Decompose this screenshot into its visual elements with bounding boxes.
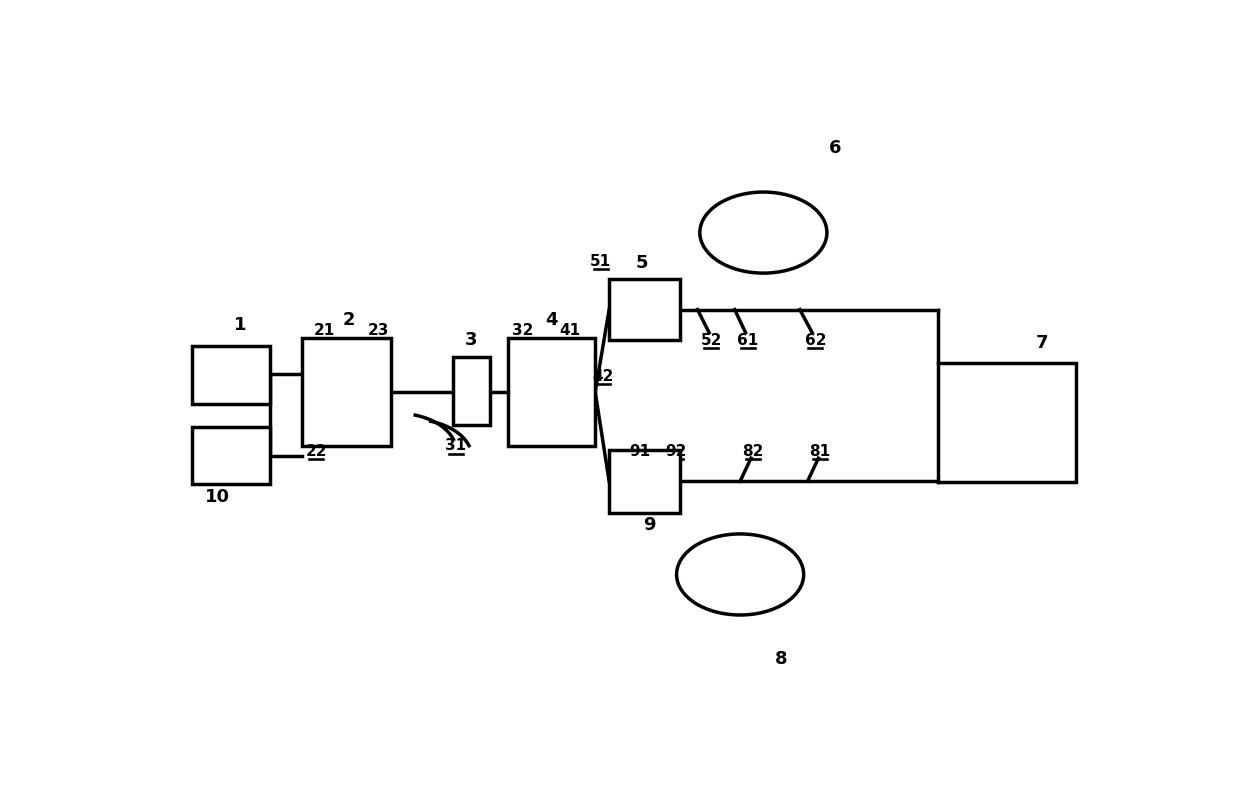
Text: 32: 32 — [512, 323, 533, 338]
Bar — [609, 279, 681, 341]
Text: 7: 7 — [1037, 334, 1049, 353]
Text: 21: 21 — [314, 323, 335, 338]
Text: 3: 3 — [465, 331, 477, 349]
Circle shape — [699, 192, 827, 273]
Text: 82: 82 — [743, 443, 764, 458]
Text: 1: 1 — [234, 316, 247, 334]
Text: 2: 2 — [342, 311, 355, 330]
Text: 81: 81 — [810, 443, 831, 458]
Bar — [937, 364, 1075, 482]
Bar — [507, 338, 595, 446]
Text: 23: 23 — [367, 323, 389, 338]
Text: 22: 22 — [305, 443, 327, 458]
Bar — [454, 357, 490, 425]
Text: 62: 62 — [805, 333, 826, 348]
Bar — [192, 427, 270, 485]
Text: 51: 51 — [590, 254, 611, 268]
Text: 52: 52 — [701, 333, 722, 348]
Text: 4: 4 — [546, 311, 558, 330]
Text: 91: 91 — [629, 443, 650, 458]
Text: 31: 31 — [445, 439, 466, 454]
Text: 9: 9 — [644, 516, 656, 534]
Text: 6: 6 — [830, 139, 842, 157]
Text: 61: 61 — [738, 333, 759, 348]
Bar — [303, 338, 392, 446]
Bar — [192, 345, 270, 404]
Circle shape — [677, 534, 804, 615]
Text: 41: 41 — [559, 323, 580, 338]
Text: 42: 42 — [593, 369, 614, 384]
Bar — [609, 450, 681, 513]
Text: 10: 10 — [205, 489, 229, 506]
Text: 8: 8 — [775, 650, 787, 668]
Text: 5: 5 — [635, 255, 649, 272]
Text: 92: 92 — [665, 443, 687, 458]
